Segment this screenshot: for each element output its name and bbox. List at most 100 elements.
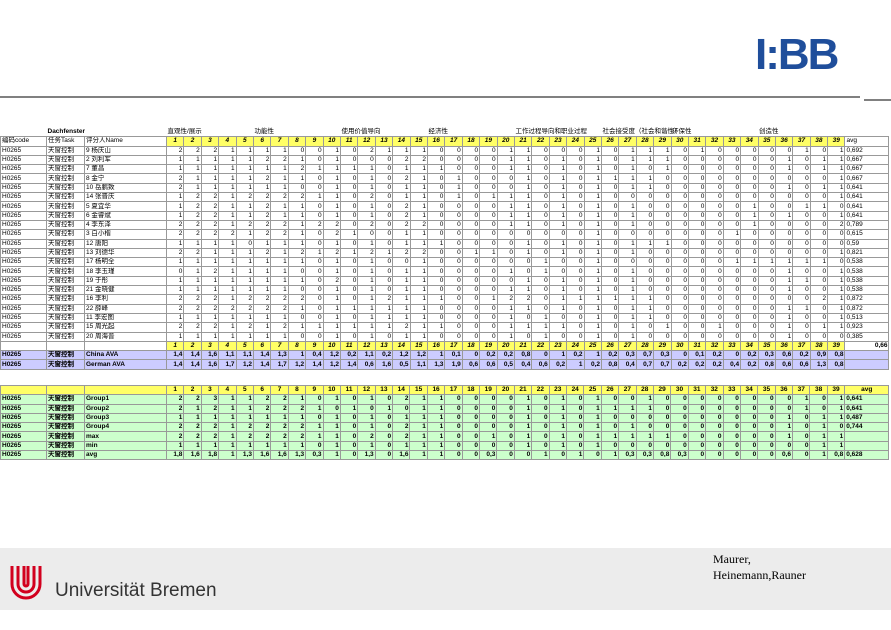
table-cell: 0 <box>618 440 637 452</box>
table-cell: 1 <box>583 285 602 296</box>
table-cell: 0 <box>757 238 776 249</box>
table-cell: 1 <box>774 154 794 166</box>
table-cell: 0 <box>374 154 394 166</box>
table-cell: 9 <box>305 340 324 352</box>
table-cell: 0 <box>740 322 759 333</box>
table-cell: 2 <box>270 229 289 240</box>
table-cell: 2 <box>270 422 289 433</box>
table-cell: 0 <box>305 182 324 194</box>
table-cell: 1 <box>165 440 185 452</box>
table-cell: 1 <box>218 422 237 433</box>
table-cell: 2 <box>200 403 220 414</box>
table-cell: 0,744 <box>844 422 890 433</box>
table-cell: 38 <box>809 384 828 396</box>
table-cell: 0 <box>722 331 742 342</box>
table-cell: 1,1 <box>357 350 376 361</box>
table-cell: 1 <box>392 303 411 314</box>
table-cell: 24 <box>566 340 585 352</box>
table-cell: 1 <box>253 145 272 156</box>
table-cell: 0 <box>774 238 794 249</box>
table-cell: 0,923 <box>844 322 890 333</box>
table-cell: max <box>84 431 167 442</box>
table-cell <box>844 440 890 452</box>
table-cell: 0 <box>444 403 463 414</box>
table-cell: 1 <box>740 201 759 212</box>
table-cell: 2 <box>305 219 324 231</box>
table-row: H0265 天窗控制 Group4 2 2 2 1 2 2 2 2 1 1 0 1 0 2 1 1 0 0 0 0 1 0 1 0 1… <box>0 422 890 433</box>
table-cell: 1 <box>235 394 254 405</box>
table-cell: 24 <box>566 136 585 147</box>
table-cell: 1 <box>357 322 376 333</box>
table-cell: 15 <box>409 340 429 352</box>
table-cell: 0 <box>479 403 498 414</box>
table-cell: 0 <box>339 257 359 268</box>
table-cell: 1 <box>392 275 411 287</box>
table-cell: 2 <box>200 201 220 212</box>
table-cell: 1 <box>409 294 429 305</box>
table-row: H0265 天窗控制 min 1 1 1 1 1 1 1 1 0 1 0 1 0 1 1 1 0 0 0 0 1 0 1 0 1 0 0 0… <box>0 440 890 452</box>
table-cell: 0 <box>339 331 359 342</box>
table-cell: 1 <box>235 275 255 287</box>
table-cell: 1 <box>409 238 429 249</box>
table-cell: 0 <box>687 394 707 405</box>
table-cell: 1,6 <box>374 359 394 370</box>
table-cell: 32 <box>705 340 724 352</box>
table-cell: 0 <box>479 154 498 166</box>
table-row: H0265 天窗控制 11 李宏图 1 1 1 1 1 1 1 0 0 1 0 1 1 1 1 0 0 0 0 1 0 1 0 0 1… <box>0 312 890 324</box>
table-cell: 0 <box>548 331 568 342</box>
table-cell: 0 <box>461 312 481 324</box>
table-cell: 0 <box>496 229 515 240</box>
table-cell: 0,615 <box>844 229 890 240</box>
table-cell: 1 <box>479 294 498 305</box>
table-cell: 27 <box>618 384 637 396</box>
table-cell: 2 <box>183 145 202 156</box>
table-cell: 0 <box>513 450 533 461</box>
table-cell: 0 <box>305 312 324 324</box>
table-cell: 1 <box>270 201 289 212</box>
table-cell: 0 <box>374 182 394 194</box>
table-cell: 0 <box>757 294 776 305</box>
table-cell: 0 <box>757 312 776 324</box>
table-cell: 0 <box>305 201 324 212</box>
table-cell: 0,8 <box>652 450 672 461</box>
table-cell: 0 <box>722 350 742 361</box>
table-cell: 2 <box>513 294 533 305</box>
table-cell: 0,641 <box>844 182 890 194</box>
table-cell: 0 <box>705 394 724 405</box>
table-cell: 0 <box>339 412 359 424</box>
table-cell: 1 <box>774 182 794 194</box>
table-cell: 1 <box>409 450 428 461</box>
table-cell: 1,6 <box>200 350 220 361</box>
table-cell: 1 <box>322 164 341 175</box>
table-cell: 0 <box>426 192 446 203</box>
table-cell: 0 <box>774 247 794 259</box>
table-cell: 1 <box>426 412 446 424</box>
table-cell: 17 <box>444 384 463 396</box>
table-cell: 0 <box>809 192 829 203</box>
table-cell: 1 <box>409 285 429 296</box>
table-cell: 0 <box>461 294 481 305</box>
table-cell: 编码code <box>0 136 47 147</box>
table-cell: 0 <box>809 229 829 240</box>
table-cell: 1 <box>722 257 742 268</box>
table-cell: 0 <box>374 173 394 184</box>
table-cell: 1 <box>322 312 341 324</box>
table-cell: 1 <box>218 145 237 156</box>
table-cell: 0 <box>565 440 585 452</box>
table-cell: 1 <box>392 440 411 452</box>
table-cell: 0 <box>444 303 463 314</box>
table-cell: 1 <box>253 182 272 194</box>
table-cell: 0 <box>635 210 655 221</box>
table-cell: 19 <box>479 384 498 396</box>
table-cell: 0,7 <box>635 359 655 370</box>
table-cell: 1,4 <box>183 359 202 370</box>
table-cell: 0,6 <box>479 359 498 370</box>
table-cell: 1 <box>583 164 602 175</box>
table-cell: 1 <box>496 192 515 203</box>
table-cell: 1,6 <box>270 450 289 461</box>
table-cell: 1 <box>218 219 237 231</box>
table-cell: 0,2 <box>548 359 568 370</box>
table-cell: 天窗控制 <box>46 350 85 361</box>
table-cell: 1 <box>548 201 568 212</box>
table-cell: 1 <box>357 303 376 314</box>
